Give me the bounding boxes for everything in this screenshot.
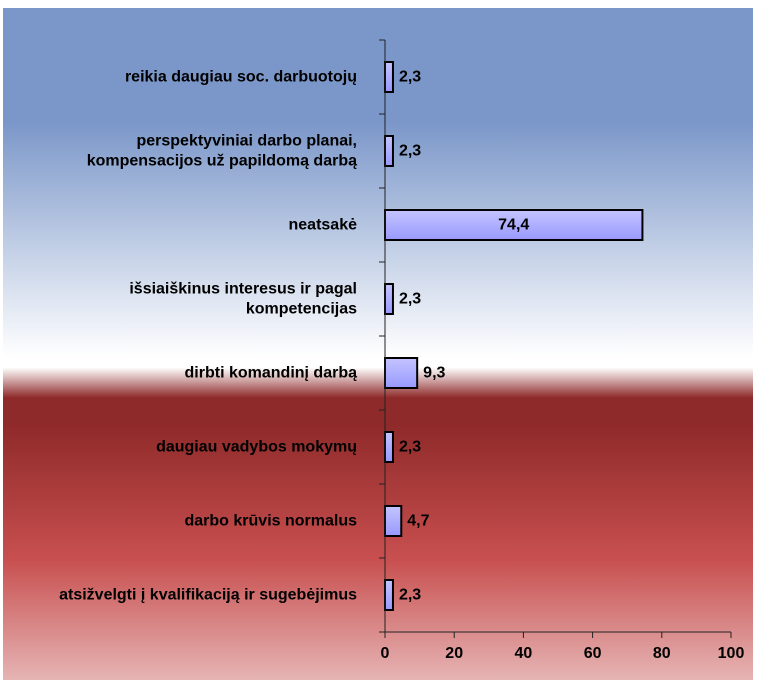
bar-6: [384, 505, 403, 537]
data-label-7: 2,3: [399, 587, 421, 604]
data-label-4: 9,3: [423, 365, 445, 382]
axis-layer: 0 20 40 60 80 100: [379, 39, 745, 662]
bars-layer: 2,3 2,3 74,4 2,3 9,3 2,3 4,7 2,3: [384, 61, 644, 611]
x-tick-label-1: 20: [445, 645, 463, 662]
category-label-3-line-0: išsiaiškinus interesus ir pagal: [129, 281, 357, 298]
plot-background: [3, 8, 753, 680]
category-label-6: darbo krūvis normalus: [185, 513, 358, 530]
category-label-4: dirbti komandinį darbą: [185, 365, 358, 382]
category-label-5: daugiau vadybos mokymų: [156, 439, 357, 456]
x-tick-label-5: 100: [718, 645, 745, 662]
data-label-1: 2,3: [399, 143, 421, 160]
category-label-1-line-0: perspektyviniai darbo planai,: [136, 133, 357, 150]
data-label-0: 2,3: [399, 69, 421, 86]
category-label-0: reikia daugiau soc. darbuotojų: [125, 69, 357, 86]
category-label-3-line-1: kompetencijas: [246, 301, 357, 318]
category-label-7: atsižvelgti į kvalifikaciją ir sugebėjim…: [59, 587, 357, 604]
data-label-2: 74,4: [498, 217, 529, 234]
category-labels-layer: reikia daugiau soc. darbuotojų perspektyv…: [59, 69, 357, 604]
bar-4: [384, 357, 419, 389]
bar-7: [384, 579, 394, 611]
category-label-2: neatsakė: [289, 217, 358, 234]
bar-1: [384, 135, 394, 167]
x-tick-label-3: 60: [584, 645, 602, 662]
x-tick-label-2: 40: [515, 645, 533, 662]
data-label-5: 2,3: [399, 439, 421, 456]
x-tick-label-0: 0: [381, 645, 390, 662]
bar-0: [384, 61, 394, 93]
data-label-3: 2,3: [399, 291, 421, 308]
x-tick-label-4: 80: [653, 645, 671, 662]
bar-3: [384, 283, 394, 315]
bar-5: [384, 431, 394, 463]
data-label-6: 4,7: [407, 513, 429, 530]
category-label-1-line-1: kompensacijos už papildomą darbą: [87, 153, 357, 170]
